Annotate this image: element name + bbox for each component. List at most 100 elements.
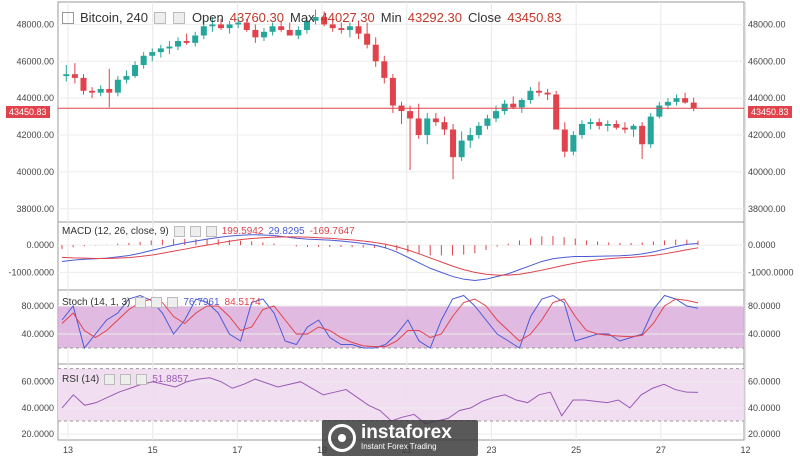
candle-body [647, 116, 654, 145]
y-tick-label-left: 46000.00 [16, 56, 54, 66]
y-tick-label-right: 80.0000 [748, 301, 781, 311]
candle-body [484, 118, 491, 126]
chart-legend: Bitcoin, 240 Open 43760.30 Max 44027.30 … [62, 10, 561, 25]
instaforex-logo-icon [328, 424, 356, 452]
rsi-value: 51.8857 [152, 374, 189, 385]
eye-icon[interactable] [104, 374, 116, 385]
open-label: Open [191, 10, 224, 25]
candle-body [587, 122, 594, 124]
x-tick-label: 27 [656, 445, 666, 455]
macd-title: MACD (12, 26, close, 9) [62, 226, 169, 237]
eye-icon[interactable] [153, 11, 166, 24]
eye-icon[interactable] [135, 297, 147, 308]
candle-body [630, 125, 637, 130]
stoch-title: Stoch (14, 1, 3) [62, 297, 131, 308]
y-tick-label-left: 40.0000 [21, 403, 54, 413]
y-tick-label-right: 44000.00 [748, 93, 786, 103]
candle-body [544, 92, 551, 95]
candle-body [604, 123, 611, 126]
candle-body [123, 76, 130, 80]
watermark-tagline: Instant Forex Trading [361, 442, 437, 451]
y-tick-label-left: 20.0000 [21, 429, 54, 439]
x-tick-label: 25 [571, 445, 581, 455]
stoch-d-line [61, 298, 699, 348]
candle-body [458, 140, 465, 158]
candle-body [364, 33, 371, 45]
settings-icon[interactable] [120, 374, 132, 385]
candle-body [553, 94, 560, 130]
rsi-title: RSI (14) [62, 374, 100, 385]
close-icon[interactable] [167, 297, 179, 308]
rsi-legend: RSI (14) 51.8857 [62, 374, 188, 385]
open-value: 43760.30 [229, 10, 284, 25]
candle-body [71, 74, 78, 78]
candle-body [226, 24, 233, 29]
macd-legend: MACD (12, 26, close, 9) 199.5942 29.8295… [62, 226, 355, 237]
rsi-line [61, 377, 699, 425]
candle-body [140, 55, 147, 65]
y-tick-label-right: 38000.00 [748, 204, 786, 214]
candle-body [217, 24, 225, 29]
candle-body [424, 118, 431, 136]
settings-icon[interactable] [151, 297, 163, 308]
candle-body [278, 26, 285, 30]
macd-hist-value: 199.5942 [221, 226, 264, 237]
y-tick-label-right: 40.0000 [748, 403, 781, 413]
candle-body [106, 88, 113, 93]
x-tick-label: 17 [232, 445, 242, 455]
watermark-brand: instaforex [361, 422, 452, 443]
candle-body [578, 123, 585, 136]
y-tick-label-left: 48000.00 [16, 19, 54, 29]
candle-body [321, 17, 328, 25]
candle-body [209, 24, 216, 27]
close-icon[interactable] [136, 374, 148, 385]
candle-body [149, 52, 156, 56]
candle-body [89, 90, 96, 93]
candle-body [166, 46, 173, 49]
max-label: Max [289, 10, 315, 25]
candle-body [561, 129, 568, 152]
candle-body [570, 135, 577, 152]
close-icon[interactable] [205, 226, 217, 237]
candle-body [493, 111, 500, 119]
candle-body [192, 35, 199, 43]
candle-body [407, 111, 414, 119]
y-tick-label-left: -1000.0000 [8, 267, 54, 277]
stoch-k-value: 76.7961 [183, 297, 220, 308]
x-tick-label: 15 [148, 445, 158, 455]
candle-body [467, 135, 474, 141]
min-value: 43292.30 [407, 10, 462, 25]
max-value: 44027.30 [320, 10, 375, 25]
candle-body [312, 17, 319, 21]
eye-icon[interactable] [173, 226, 185, 237]
y-tick-label-right: 46000.00 [748, 56, 786, 66]
y-tick-label-right: 40.0000 [748, 329, 781, 339]
candle-body [355, 26, 362, 34]
settings-icon[interactable] [189, 226, 201, 237]
y-tick-label-left: 40.0000 [21, 329, 54, 339]
candle-body [613, 123, 620, 128]
stoch-legend: Stoch (14, 1, 3) 76.7961 84.5174 [62, 297, 261, 308]
candle-body [450, 129, 457, 158]
candle-body [235, 22, 242, 25]
candle-body [200, 26, 207, 36]
candle-body [501, 103, 508, 112]
candle-body [389, 77, 396, 106]
candle-body [286, 29, 293, 36]
close-label: Close [467, 10, 502, 25]
candle-body [243, 22, 250, 30]
y-tick-label-right: 20.0000 [748, 429, 781, 439]
candle-body [441, 122, 448, 130]
candle-body [621, 127, 628, 130]
candle-body [475, 125, 482, 136]
chart-collapse-icon[interactable] [62, 11, 74, 24]
stoch-d-value: 84.5174 [224, 297, 261, 308]
candle-body [639, 125, 646, 145]
settings-icon[interactable] [172, 11, 185, 24]
candle-body [518, 100, 525, 108]
y-tick-label-left: 0.0000 [26, 240, 54, 250]
candle-body [673, 98, 680, 102]
candle-body [80, 77, 87, 91]
y-tick-label-left: 38000.00 [16, 204, 54, 214]
candle-body [252, 29, 259, 38]
